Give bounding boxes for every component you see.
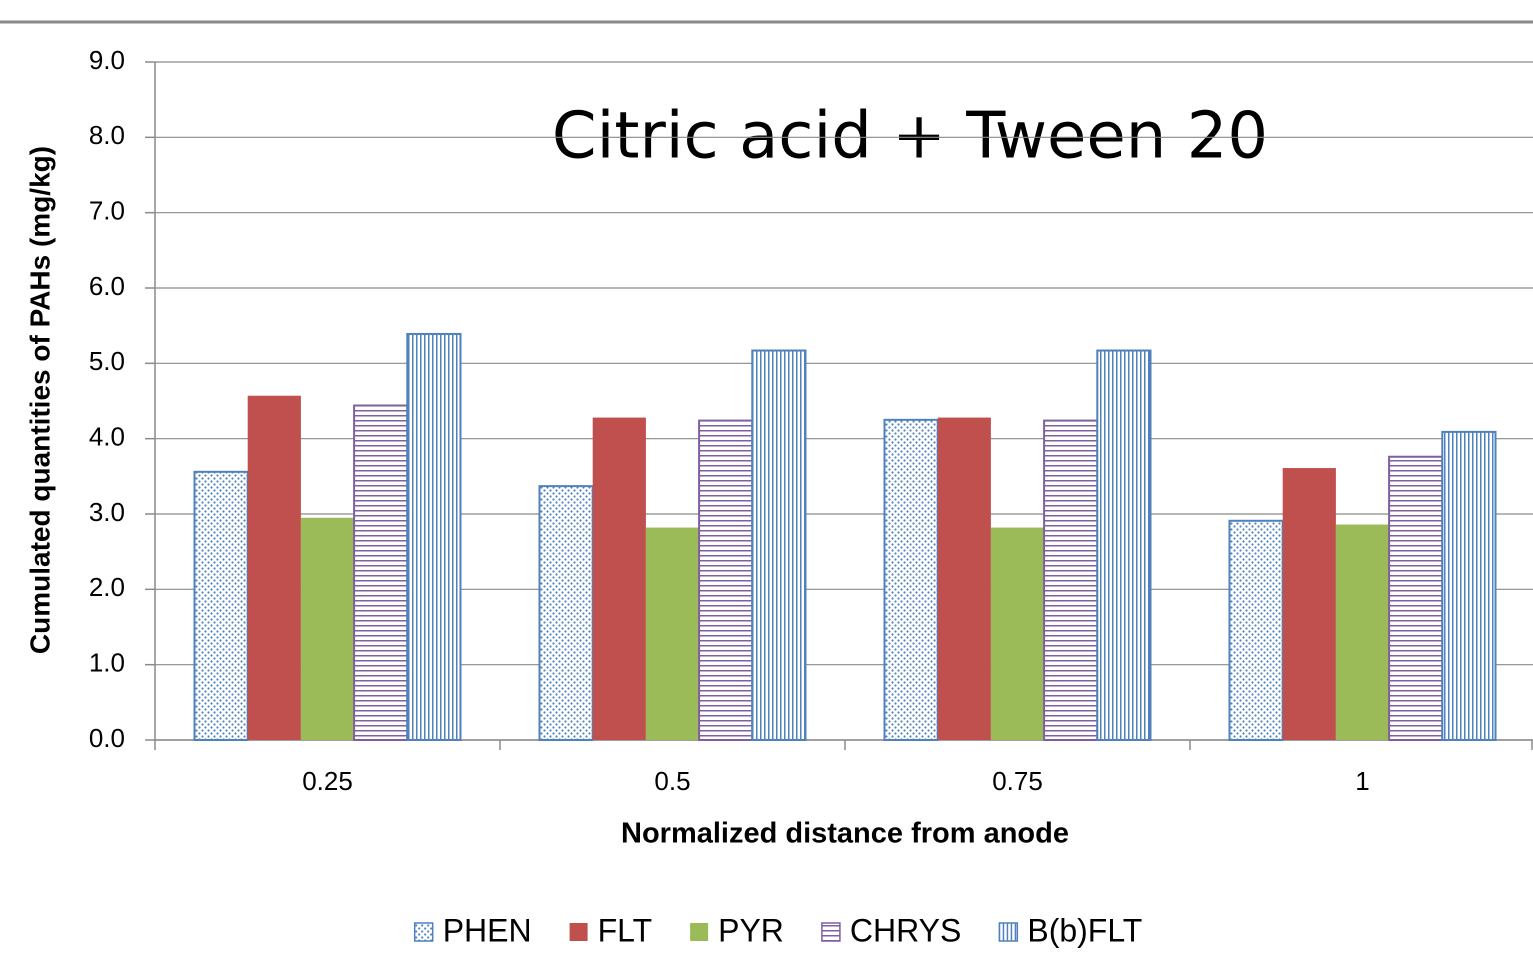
bar <box>883 418 939 741</box>
bar <box>1282 468 1336 740</box>
y-tick-label: 8.0 <box>89 120 125 150</box>
bar <box>193 470 249 741</box>
legend-swatch <box>569 923 588 941</box>
bar <box>698 419 754 741</box>
legend-swatch <box>413 922 434 942</box>
bar <box>1335 524 1390 740</box>
bar <box>1388 455 1444 741</box>
legend-label: CHRYS <box>850 912 961 948</box>
y-tick-label: 5.0 <box>89 346 125 376</box>
y-tick-label: 0.0 <box>89 723 125 753</box>
x-tick-label: 1 <box>1355 766 1369 796</box>
bar <box>353 404 409 741</box>
legend-label: B(b)FLT <box>1027 912 1142 948</box>
y-axis-label: Cumulated quantities of PAHs (mg/kg) <box>24 146 55 654</box>
legend-label: PHEN <box>443 912 532 948</box>
bar <box>300 517 355 740</box>
x-tick-label: 0.5 <box>654 766 690 796</box>
legend-swatch <box>690 923 709 941</box>
y-tick-label: 3.0 <box>89 497 125 527</box>
x-tick-label: 0.75 <box>992 766 1043 796</box>
y-tick-label: 9.0 <box>89 45 125 75</box>
bar <box>1043 419 1099 741</box>
bar <box>645 527 700 740</box>
bar <box>538 485 594 742</box>
y-tick-label: 4.0 <box>89 422 125 452</box>
y-tick-label: 2.0 <box>89 572 125 602</box>
bar <box>406 332 462 741</box>
y-tick-label: 6.0 <box>89 271 125 301</box>
bar <box>1096 349 1152 741</box>
bar <box>1441 430 1497 741</box>
y-tick-label: 1.0 <box>89 648 125 678</box>
legend-label: PYR <box>718 912 784 948</box>
legend-label: FLT <box>598 912 653 948</box>
x-axis-label: Normalized distance from anode <box>621 818 1069 850</box>
chart-title: Citric acid + Tween 20 <box>552 100 1268 174</box>
bar <box>751 349 807 741</box>
bar <box>1228 519 1284 742</box>
bar <box>592 417 646 740</box>
bar <box>247 395 301 740</box>
bar <box>937 417 991 740</box>
legend-swatch <box>821 922 841 942</box>
legend: PHEN FLT PYR CHRYS B(b)FLT <box>413 912 1142 948</box>
legend-swatch <box>998 922 1019 942</box>
y-tick-label: 7.0 <box>89 196 125 226</box>
bar <box>990 527 1045 740</box>
x-tick-label: 0.25 <box>302 766 353 796</box>
